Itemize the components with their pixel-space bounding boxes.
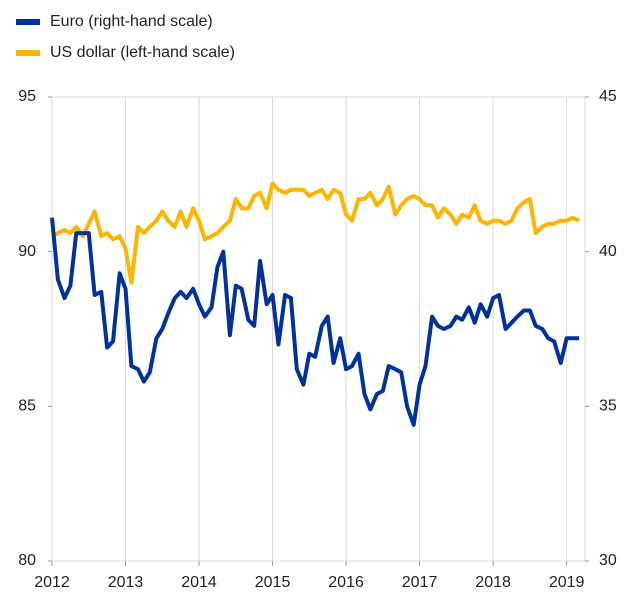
y2-tick-label: 45: [599, 88, 617, 105]
x-tick-label: 2018: [475, 574, 511, 591]
x-tick-label: 2017: [402, 574, 438, 591]
x-tick-label: 2012: [34, 574, 70, 591]
y2-tick-label: 35: [599, 398, 617, 415]
legend-label: Euro (right-hand scale): [50, 13, 213, 30]
y2-tick-label: 40: [599, 243, 617, 260]
x-tick-label: 2015: [255, 574, 291, 591]
line: [50, 217, 580, 427]
x-tick-label: 2019: [549, 574, 585, 591]
y-tick-label: 85: [18, 398, 36, 415]
line: [51, 181, 580, 285]
y-tick-label: 95: [18, 88, 36, 105]
y2-tick-label: 30: [599, 552, 617, 569]
x-tick-label: 2014: [181, 574, 217, 591]
x-tick-label: 2013: [108, 574, 144, 591]
y-tick-label: 80: [18, 552, 36, 569]
legend-label: US dollar (left-hand scale): [50, 44, 235, 61]
x-tick-label: 2016: [328, 574, 364, 591]
y-tick-label: 90: [18, 243, 36, 260]
